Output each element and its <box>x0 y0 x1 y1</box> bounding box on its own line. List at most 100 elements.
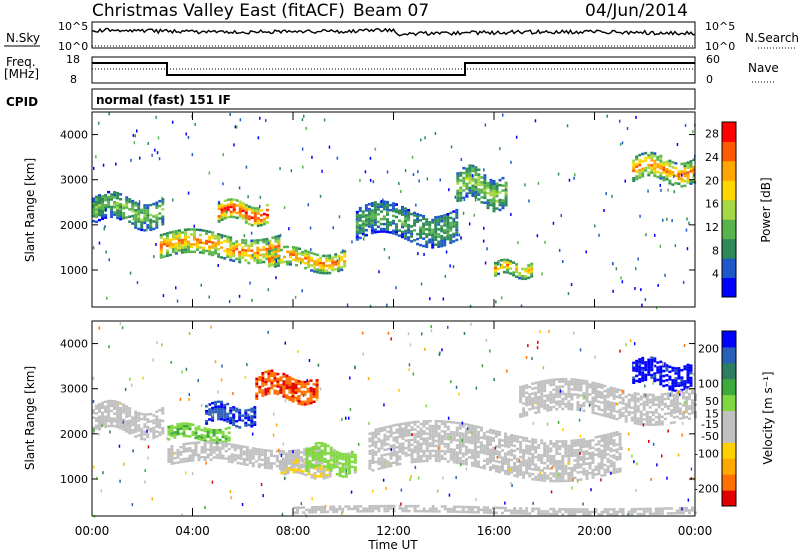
heatmap-cell <box>434 510 438 513</box>
heatmap-cell <box>519 388 523 391</box>
heatmap-cell <box>425 420 429 423</box>
heatmap-cell <box>540 390 544 393</box>
heatmap-cell <box>675 398 679 401</box>
heatmap-cell <box>567 400 571 403</box>
heatmap-cell <box>176 448 180 452</box>
speckle-cell <box>657 283 659 287</box>
heatmap-cell <box>501 206 505 210</box>
colorbar-tick-label: 4 <box>712 268 719 281</box>
heatmap-cell <box>279 388 283 392</box>
heatmap-cell <box>298 247 301 250</box>
heatmap-cell <box>371 439 375 442</box>
heatmap-cell <box>458 456 462 460</box>
heatmap-cell <box>211 416 215 420</box>
heatmap-cell <box>674 369 678 373</box>
heatmap-cell <box>689 364 693 367</box>
heatmap-cell <box>256 222 260 225</box>
heatmap-cell <box>95 203 98 206</box>
heatmap-cell <box>483 176 487 180</box>
heatmap-cell <box>203 441 207 444</box>
heatmap-cell <box>404 504 408 508</box>
heatmap-cell <box>269 454 273 458</box>
heatmap-cell <box>638 360 642 364</box>
speckle-cell <box>166 436 168 440</box>
heatmap-cell <box>462 166 466 170</box>
heatmap-cell <box>449 453 453 456</box>
heatmap-cell <box>675 408 679 411</box>
heatmap-cell <box>603 399 607 403</box>
heatmap-cell <box>359 510 363 513</box>
heatmap-cell <box>140 437 144 441</box>
heatmap-cell <box>407 448 411 452</box>
speckle-cell <box>153 255 155 259</box>
heatmap-cell <box>267 392 271 395</box>
heatmap-cell <box>683 172 687 175</box>
heatmap-cell <box>188 425 192 428</box>
heatmap-cell <box>218 449 222 452</box>
heatmap-cell <box>476 438 480 441</box>
heatmap-cell <box>188 457 192 460</box>
heatmap-cell <box>428 233 432 236</box>
heatmap-cell <box>660 509 664 513</box>
heatmap-cell <box>92 212 95 215</box>
heatmap-cell <box>101 210 104 213</box>
heatmap-cell <box>543 384 547 388</box>
heatmap-cell <box>256 259 260 262</box>
heatmap-cell <box>534 475 538 479</box>
heatmap-cell <box>304 249 308 253</box>
speckle-cell <box>450 380 452 384</box>
heatmap-cell <box>332 456 336 459</box>
heatmap-cell <box>603 394 607 398</box>
heatmap-cell <box>288 396 292 399</box>
heatmap-cell <box>326 510 330 514</box>
heatmap-cell <box>624 405 628 408</box>
speckle-cell <box>444 274 447 278</box>
heatmap-cell <box>407 421 411 425</box>
heatmap-cell <box>223 204 227 208</box>
heatmap-cell <box>410 453 414 456</box>
heatmap-cell <box>618 452 622 456</box>
speckle-cell <box>92 400 95 403</box>
heatmap-cell <box>404 451 408 455</box>
heatmap-cell <box>358 236 362 240</box>
heatmap-cell <box>588 471 592 475</box>
heatmap-cell <box>639 398 643 401</box>
heatmap-cell <box>184 238 187 241</box>
heatmap-cell <box>606 465 610 468</box>
heatmap-cell <box>680 162 684 166</box>
heatmap-cell <box>377 504 381 508</box>
heatmap-cell <box>504 201 508 204</box>
heatmap-cell <box>665 379 669 382</box>
heatmap-cell <box>110 215 114 219</box>
heatmap-cell <box>265 240 269 243</box>
heatmap-cell <box>495 467 498 470</box>
heatmap-cell <box>273 372 277 375</box>
heatmap-cell <box>660 400 664 404</box>
heatmap-cell <box>588 444 592 448</box>
heatmap-cell <box>434 243 438 246</box>
heatmap-cell <box>212 439 216 442</box>
heatmap-cell <box>657 507 661 510</box>
heatmap-cell <box>606 395 610 399</box>
heatmap-cell <box>389 504 393 508</box>
speckle-cell <box>139 156 141 160</box>
speckle-cell <box>666 217 668 221</box>
heatmap-cell <box>286 469 290 472</box>
heatmap-cell <box>501 466 504 469</box>
heatmap-cell <box>325 264 329 268</box>
heatmap-cell <box>259 258 263 262</box>
heatmap-cell <box>437 425 441 428</box>
speckle-cell <box>681 173 683 177</box>
heatmap-cell <box>325 468 329 472</box>
heatmap-cell <box>537 458 541 462</box>
heatmap-cell <box>208 230 212 234</box>
heatmap-cell <box>386 228 389 231</box>
heatmap-cell <box>537 466 541 469</box>
heatmap-cell <box>660 415 664 418</box>
heatmap-cell <box>267 372 271 375</box>
heatmap-cell <box>543 444 547 448</box>
heatmap-cell <box>675 512 679 515</box>
heatmap-cell <box>401 208 404 211</box>
heatmap-cell <box>404 439 408 442</box>
heatmap-cell <box>522 414 526 418</box>
